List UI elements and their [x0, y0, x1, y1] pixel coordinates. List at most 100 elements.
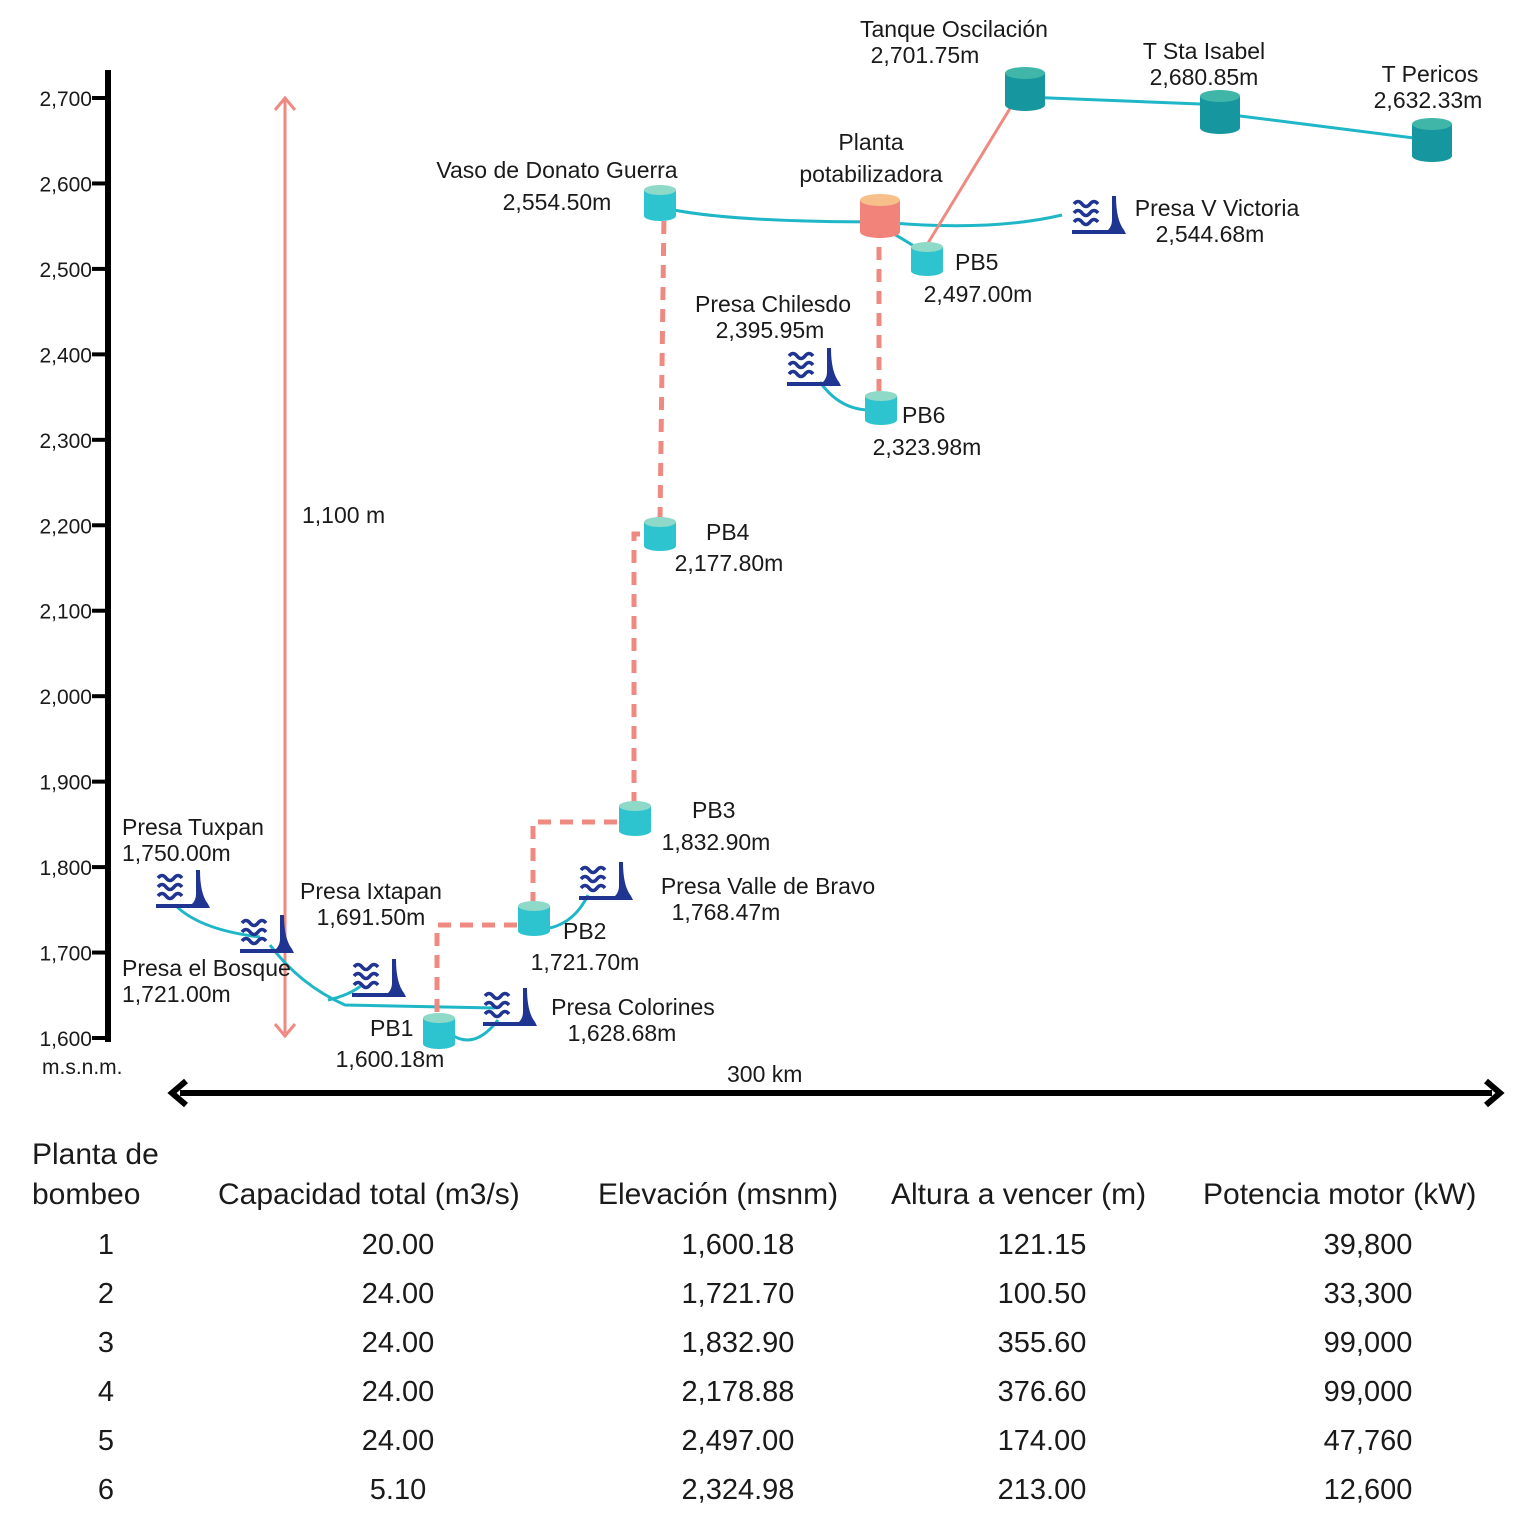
cell-potencia: 39,800: [1323, 1229, 1413, 1261]
axis-tick-label: 2,200: [39, 515, 92, 538]
pb2-elevation: 1,721.70m: [531, 949, 640, 975]
cell-capacidad: 24.00: [361, 1425, 435, 1457]
presa-chilesdo-elevation: 2,395.95m: [716, 317, 825, 343]
pb2-name: PB2: [563, 918, 606, 944]
pumping-pb2-pb3: [530, 819, 625, 905]
cell-planta: 4: [97, 1376, 115, 1408]
axis-tick-label: 2,400: [39, 344, 92, 367]
axis-unit-label: m.s.n.m.: [42, 1056, 123, 1079]
presa-v-victoria-elevation: 2,544.68m: [1156, 221, 1265, 247]
vaso-donato-guerra-tank-icon: [644, 185, 676, 221]
t-sta-isabel-elevation: 2,680.85m: [1150, 64, 1259, 90]
axis-tick-label: 1,900: [39, 772, 92, 795]
planta-potabilizadora-icon: [860, 194, 900, 238]
pipe-bosque-colorines: [268, 944, 496, 1010]
cell-planta: 5: [97, 1425, 115, 1457]
pump-station-tanks: [423, 185, 943, 1049]
tanque-oscilacion-name: Tanque Oscilación: [860, 16, 1048, 42]
presa-el-bosque-name: Presa el Bosque: [122, 955, 291, 981]
header-planta-line2: bombeo: [32, 1178, 141, 1211]
pb5-name: PB5: [955, 249, 998, 275]
t-sta-isabel-name: T Sta Isabel: [1143, 38, 1265, 64]
axis-tick-label: 2,300: [39, 430, 92, 453]
pumping-pb3-pb4: [631, 531, 647, 805]
axis-tick-label: 2,500: [39, 259, 92, 282]
cell-altura: 100.50: [997, 1278, 1087, 1310]
pb5-tank-icon: [911, 242, 943, 276]
storage-tanks: [1005, 67, 1452, 162]
presa-valle-de-bravo-elevation: 1,768.47m: [672, 899, 781, 925]
vaso-donato-guerra-name: Vaso de Donato Guerra: [436, 157, 677, 183]
pb4-elevation: 2,177.80m: [675, 550, 784, 576]
cell-capacidad: 24.00: [361, 1376, 435, 1408]
pb3-name: PB3: [692, 797, 735, 823]
dam-presa-v-victoria-icon: [1072, 194, 1126, 234]
cell-elevacion: 2,324.98: [681, 1474, 795, 1506]
presa-valle-de-bravo-name: Presa Valle de Bravo: [661, 873, 875, 899]
presa-v-victoria-name: Presa V Victoria: [1135, 195, 1300, 221]
header-potencia: Potencia motor (kW): [1203, 1178, 1477, 1211]
cell-elevacion: 2,497.00: [681, 1425, 795, 1457]
cell-capacidad: 5.10: [369, 1474, 427, 1506]
planta-name-line2: potabilizadora: [799, 161, 942, 187]
pb1-name: PB1: [370, 1015, 413, 1041]
cell-capacidad: 24.00: [361, 1278, 435, 1310]
presa-tuxpan-name: Presa Tuxpan: [122, 814, 264, 840]
height-span-arrow: [273, 95, 297, 1039]
t-pericos-name: T Pericos: [1382, 61, 1479, 87]
cell-potencia: 99,000: [1323, 1327, 1413, 1359]
header-elevacion: Elevación (msnm): [598, 1178, 839, 1211]
presa-ixtapan-name: Presa Ixtapan: [300, 878, 442, 904]
presa-chilesdo-name: Presa Chilesdo: [695, 291, 851, 317]
cell-potencia: 47,760: [1323, 1425, 1413, 1457]
pb1-tank-icon: [423, 1013, 455, 1049]
pb3-tank-icon: [619, 801, 651, 836]
cell-potencia: 33,300: [1323, 1278, 1413, 1310]
tanque-oscilacion-elevation: 2,701.75m: [871, 42, 980, 68]
cell-planta: 1: [97, 1229, 115, 1261]
axis-tick-label: 2,100: [39, 601, 92, 624]
t-pericos-elevation: 2,632.33m: [1374, 87, 1483, 113]
presa-ixtapan-elevation: 1,691.50m: [317, 904, 426, 930]
site-labels: Tanque Oscilación 2,701.75m T Sta Isabel…: [122, 16, 1482, 1072]
t-sta-isabel-icon: [1200, 90, 1240, 134]
pumping-pb4-donato: [657, 214, 667, 521]
pb5-elevation: 2,497.00m: [924, 281, 1033, 307]
cell-capacidad: 24.00: [361, 1327, 435, 1359]
t-pericos-icon: [1412, 118, 1452, 162]
pb4-name: PB4: [706, 519, 750, 545]
height-span-label: 1,100 m: [302, 502, 385, 528]
cell-altura: 376.60: [997, 1376, 1087, 1408]
pumping-lines: [434, 214, 882, 1012]
elevation-axis: 2,700 2,600 2,500 2,400 2,300 2,200 2,100 2,000…: [39, 70, 123, 1079]
cell-altura: 174.00: [997, 1425, 1087, 1457]
cell-planta: 3: [97, 1327, 115, 1359]
cell-elevacion: 2,178.88: [681, 1376, 795, 1408]
cell-elevacion: 1,721.70: [681, 1278, 795, 1310]
header-capacidad: Capacidad total (m3/s): [218, 1178, 520, 1211]
system-profile-diagram: 2,700 2,600 2,500 2,400 2,300 2,200 2,100 2,000…: [39, 16, 1505, 1108]
axis-tick-label: 2,600: [39, 173, 92, 196]
axis-tick-label: 1,800: [39, 857, 92, 880]
pipe-chilesdo-pb6: [818, 381, 871, 412]
presa-el-bosque-elevation: 1,721.00m: [122, 981, 231, 1007]
pb4-tank-icon: [644, 517, 676, 551]
header-planta-line1: Planta de: [32, 1138, 159, 1171]
cell-altura: 121.15: [997, 1229, 1087, 1261]
distance-label: 300 km: [727, 1061, 802, 1087]
axis-tick-label: 1,600: [39, 1028, 92, 1051]
pb3-elevation: 1,832.90m: [662, 829, 771, 855]
pipe-ixtapan-branch: [327, 983, 363, 1002]
cell-altura: 213.00: [997, 1474, 1087, 1506]
planta-name-line1: Planta: [838, 129, 903, 155]
pumping-pb1-pb2: [434, 922, 522, 1012]
axis-tick-label: 1,700: [39, 943, 92, 966]
dam-presa-tuxpan-icon: [156, 868, 210, 908]
conduction-planta-tanque: [923, 91, 1022, 249]
cell-planta: 2: [97, 1278, 115, 1310]
dam-presa-chilesdo-icon: [787, 346, 841, 386]
presa-colorines-elevation: 1,628.68m: [568, 1020, 677, 1046]
cell-planta: 6: [97, 1474, 115, 1506]
axis-tick-label: 2,700: [39, 88, 92, 111]
vaso-donato-guerra-elevation: 2,554.50m: [503, 189, 612, 215]
